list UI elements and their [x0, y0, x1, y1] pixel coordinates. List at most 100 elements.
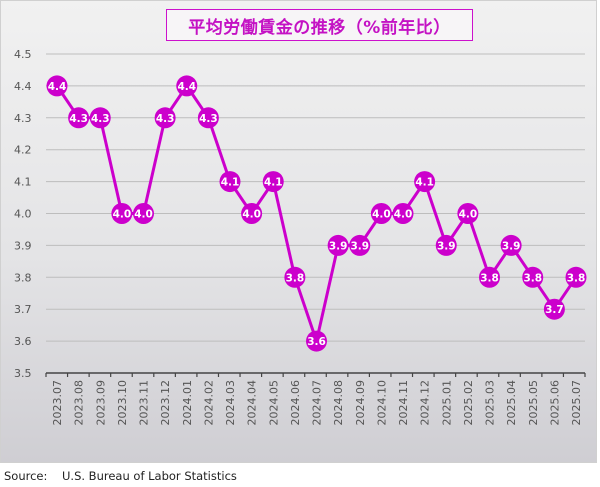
x-tick-label: 2025.04: [505, 380, 518, 426]
marker-circle: [370, 203, 392, 224]
data-point: 3.9: [500, 234, 522, 256]
x-tick-label: 2023.08: [73, 380, 86, 426]
marker-circle: [543, 298, 565, 320]
source-text: U.S. Bureau of Labor Statistics: [62, 469, 237, 483]
data-point: 4.0: [241, 203, 263, 224]
data-point: 4.3: [197, 107, 219, 129]
x-tick-label: 2025.07: [570, 380, 583, 426]
marker-circle: [154, 107, 176, 129]
x-tick-label: 2023.11: [138, 380, 151, 426]
marker-circle: [176, 75, 198, 97]
data-point: 4.3: [89, 107, 111, 129]
data-point: 3.9: [435, 234, 457, 256]
x-tick-label: 2023.10: [116, 380, 129, 426]
x-tick-label: 2023.07: [51, 380, 64, 426]
chart-panel: [0, 0, 597, 463]
x-tick-label: 2024.07: [311, 380, 324, 426]
marker-circle: [111, 203, 133, 224]
marker-circle: [284, 266, 306, 288]
data-point: 4.1: [219, 171, 241, 193]
data-label: 4.3: [156, 113, 175, 125]
y-tick-label: 3.9: [14, 239, 32, 252]
data-label: 4.0: [134, 209, 153, 221]
x-tick-label: 2025.02: [462, 380, 475, 426]
data-label: 4.4: [48, 81, 67, 93]
data-point: 4.0: [392, 203, 414, 224]
y-tick-label: 4.0: [14, 208, 32, 221]
x-tick-label: 2024.06: [289, 380, 302, 426]
chart-title-box: 平均労働賃金の推移（%前年比）: [166, 9, 473, 41]
source-label: Source:: [4, 469, 48, 483]
data-label: 3.9: [437, 240, 456, 252]
data-point: 4.4: [176, 75, 198, 97]
y-tick-label: 4.3: [14, 112, 32, 125]
data-point: 3.8: [565, 266, 587, 288]
data-label: 4.0: [372, 209, 391, 221]
data-point: 4.1: [414, 171, 436, 193]
marker-circle: [46, 75, 68, 97]
marker-circle: [133, 203, 154, 224]
x-tick-label: 2024.10: [375, 380, 388, 426]
x-tick-label: 2024.08: [332, 380, 345, 426]
data-point: 4.1: [262, 171, 284, 193]
data-label: 4.3: [91, 113, 110, 125]
y-tick-label: 4.1: [14, 176, 32, 189]
y-tick-label: 3.6: [14, 335, 32, 348]
data-label: 4.0: [242, 209, 261, 221]
x-axis-tick-labels: 2023.07 2023.08 2023.09 2023.10 2023.11 2023.…: [51, 380, 583, 426]
y-tick-label: 3.5: [14, 367, 32, 380]
data-label: 4.0: [459, 209, 478, 221]
marker-circle: [349, 234, 371, 256]
data-label: 4.1: [415, 177, 434, 189]
data-markers: 4.44.3 4.34.0 4.04.34.44.34.14.04.13.83.63…: [46, 75, 587, 352]
data-label: 4.1: [221, 177, 240, 189]
marker-circle: [500, 234, 522, 256]
data-point: 4.0: [133, 203, 154, 224]
marker-circle: [457, 203, 479, 224]
marker-circle: [435, 234, 457, 256]
data-point: 4.3: [68, 107, 90, 129]
marker-circle: [479, 266, 500, 288]
data-point: 3.8: [522, 266, 544, 288]
data-label: 4.4: [177, 81, 196, 93]
data-point: 3.8: [479, 266, 500, 288]
marker-circle: [89, 107, 111, 129]
x-tick-label: 2025.01: [440, 380, 453, 426]
y-tick-label: 4.2: [14, 144, 32, 157]
x-tick-label: 2023.09: [94, 380, 107, 426]
y-tick-label: 3.8: [14, 271, 32, 284]
data-label: 3.7: [545, 304, 564, 316]
x-tick-label: 2025.06: [548, 380, 561, 426]
data-point: 3.7: [543, 298, 565, 320]
gridlines: [46, 53, 585, 342]
y-tick-label: 3.7: [14, 303, 32, 316]
data-label: 3.8: [286, 272, 305, 284]
data-point: 4.0: [370, 203, 392, 224]
data-label: 3.9: [329, 240, 348, 252]
y-tick-label: 4.5: [14, 48, 32, 61]
data-label: 4.3: [69, 113, 88, 125]
data-point: 4.3: [154, 107, 176, 129]
x-tick-label: 2024.01: [181, 380, 194, 426]
marker-circle: [327, 234, 349, 256]
y-axis-tick-labels: 3.5 3.6 3.7 3.8 3.9 4.0 4.1 4.2 4.3 4.4 4.5: [14, 48, 32, 380]
chart-title: 平均労働賃金の推移（%前年比）: [188, 17, 451, 38]
marker-circle: [522, 266, 544, 288]
data-label: 3.8: [480, 272, 499, 284]
data-point: 3.6: [306, 330, 327, 352]
x-tick-label: 2024.05: [267, 380, 280, 426]
marker-circle: [306, 330, 327, 352]
data-point: 4.0: [111, 203, 133, 224]
data-point: 4.4: [46, 75, 68, 97]
x-tick-label: 2024.03: [224, 380, 237, 426]
x-tick-label: 2023.12: [159, 380, 172, 426]
data-label: 4.3: [199, 113, 218, 125]
x-tick-label: 2025.05: [527, 380, 540, 426]
data-point: 3.8: [284, 266, 306, 288]
x-axis: [45, 372, 586, 377]
x-tick-label: 2024.11: [397, 380, 410, 426]
marker-circle: [197, 107, 219, 129]
marker-circle: [219, 171, 241, 193]
marker-circle: [414, 171, 436, 193]
